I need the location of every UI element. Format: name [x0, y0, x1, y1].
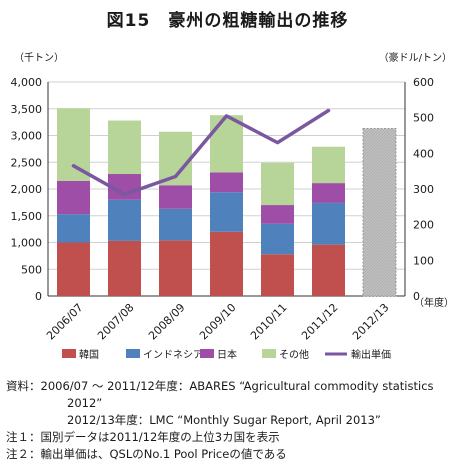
bar-segment — [312, 244, 345, 296]
bar-segment — [210, 172, 243, 193]
note-source-cont: 2012” — [6, 395, 452, 412]
total-bar — [362, 128, 397, 297]
note-text: 国別データは2011/12年度の上位3カ国を表示 — [40, 430, 280, 444]
left-tick-label: 500 — [21, 263, 42, 276]
right-tick-label: 100 — [413, 254, 434, 267]
x-tick-label: 2008/09 — [146, 301, 188, 343]
note-text: 輸出単価は、QSLのNo.1 Pool Priceの値である — [40, 447, 287, 461]
bar-segment — [261, 205, 294, 224]
note-text: 2006/07 ～ 2011/12年度：ABARES “Agricultural… — [40, 379, 434, 393]
legend-swatch — [62, 349, 76, 358]
left-tick-label: 4,000 — [11, 76, 43, 89]
note-text: 2012/13年度：LMC “Monthly Sugar Report, Apr… — [67, 413, 381, 427]
left-tick-label: 1,000 — [11, 237, 43, 250]
bar-segment — [57, 214, 90, 243]
bar-segment — [57, 108, 90, 181]
bar-segment — [312, 202, 345, 245]
right-tick-label: 400 — [413, 147, 434, 160]
bar-segment — [159, 185, 192, 209]
right-axis-unit: （豪ドル/トン） — [379, 51, 452, 64]
bar-segment — [108, 120, 141, 175]
x-tick-label: 2007/08 — [95, 301, 137, 343]
left-tick-label: 3,500 — [11, 103, 43, 116]
right-tick-label: 300 — [413, 183, 434, 196]
unit-price-line — [71, 108, 331, 197]
bar-segment — [57, 242, 90, 296]
right-tick-label: 0 — [413, 290, 420, 303]
left-tick-label: 2,000 — [11, 183, 43, 196]
bar-segment — [261, 162, 294, 206]
note-2: 注２：輸出単価は、QSLのNo.1 Pool Priceの値である — [6, 446, 452, 463]
left-tick-label: 3,000 — [11, 130, 43, 143]
legend-swatch — [200, 349, 214, 358]
bar-segment — [210, 231, 243, 296]
note-key: 注１： — [6, 430, 41, 444]
bar-segment — [210, 192, 243, 232]
legend-label: 日本 — [217, 348, 237, 361]
note-1: 注１：国別データは2011/12年度の上位3カ国を表示 — [6, 429, 452, 446]
bar-segment — [261, 254, 294, 296]
x-tick-label: 2009/10 — [197, 301, 239, 343]
note-key: 注２： — [6, 447, 41, 461]
note-text: 2012” — [67, 396, 103, 410]
bar-segment — [261, 223, 294, 255]
right-tick-label: 600 — [413, 76, 434, 89]
legend-label: その他 — [279, 348, 309, 361]
notes: 資料：2006/07 ～ 2011/12年度：ABARES “Agricultu… — [6, 378, 452, 463]
left-tick-label: 0 — [35, 290, 42, 303]
x-tick-label: 2012/13 — [350, 301, 392, 343]
legend-swatch — [262, 349, 276, 358]
note-source-2: 2012/13年度：LMC “Monthly Sugar Report, Apr… — [6, 412, 452, 429]
bar-segment — [108, 240, 141, 296]
left-tick-label: 1,500 — [11, 210, 43, 223]
bar-segment — [210, 115, 243, 173]
left-axis-unit: （千トン） — [14, 52, 64, 64]
x-tick-label: 2011/12 — [299, 301, 341, 343]
legend-swatch — [126, 349, 140, 358]
note-source: 資料：2006/07 ～ 2011/12年度：ABARES “Agricultu… — [6, 378, 452, 395]
legend-label: 輸出単価 — [351, 348, 391, 361]
legend-label: 韓国 — [79, 349, 99, 361]
bar-segment — [108, 199, 141, 241]
right-tick-label: 200 — [413, 219, 434, 232]
right-tick-label: 500 — [413, 112, 434, 125]
bar-segment — [312, 183, 345, 203]
bar-segment — [159, 240, 192, 296]
legend-label: インドネシア — [143, 349, 203, 361]
x-tick-label: 2010/11 — [248, 301, 290, 343]
left-tick-label: 2,500 — [11, 156, 43, 169]
bar-segment — [57, 180, 90, 215]
chart: （千トン） （豪ドル/トン） 0 500 1,000 1,500 2,000 2,500 3,0… — [11, 51, 455, 361]
x-tick-label: 2006/07 — [44, 301, 86, 343]
note-key: 資料： — [6, 379, 41, 393]
bar-segment — [312, 146, 345, 184]
bar-segment — [159, 208, 192, 241]
x-axis-unit: （年度） — [414, 296, 454, 309]
chart-title: 図15 豪州の粗糖輸出の推移 — [106, 11, 349, 31]
